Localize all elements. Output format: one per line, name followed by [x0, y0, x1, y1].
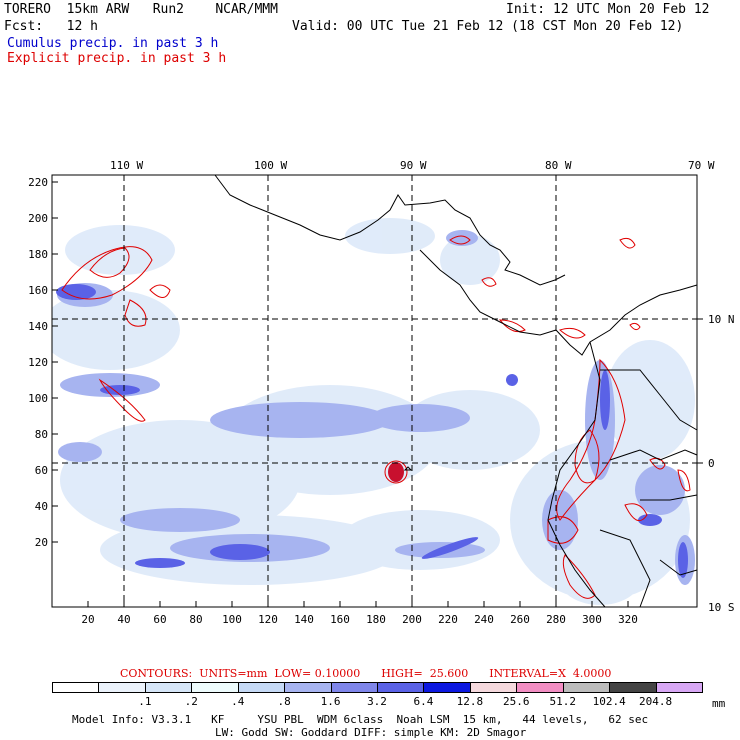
colorbar-label: 25.6	[503, 695, 530, 708]
axis-ticks	[52, 181, 703, 607]
coastlines	[214, 174, 698, 608]
x-tick-label: 320	[618, 613, 638, 626]
x-tick-label: 300	[582, 613, 602, 626]
colorbar-unit: mm	[712, 697, 726, 710]
y-tick-label: 80	[34, 428, 48, 441]
heavy-precip-areas	[56, 284, 688, 578]
lon-label-80w: 80 W	[545, 159, 572, 172]
legend-explicit: Explicit precip. in past 3 h	[7, 51, 227, 66]
x-tick-label: 80	[189, 613, 203, 626]
y-tick-label: 100	[28, 392, 48, 405]
physics-info: LW: Godd SW: Goddard DIFF: simple KM: 2D…	[215, 726, 527, 739]
colorbar-label: .1	[138, 695, 152, 708]
y-tick-label: 180	[28, 248, 48, 261]
x-tick-label: 200	[402, 613, 422, 626]
colorbar-swatch	[98, 682, 146, 693]
map-frame	[51, 174, 698, 608]
x-tick-label: 60	[153, 613, 167, 626]
x-tick-label: 40	[117, 613, 131, 626]
x-tick-label: 100	[222, 613, 242, 626]
colorbar-swatch	[516, 682, 564, 693]
colorbar-label: 1.6	[320, 695, 341, 708]
x-tick-label: 220	[438, 613, 458, 626]
legend-cumulus: Cumulus precip. in past 3 h	[7, 36, 219, 51]
colorbar-label: 6.4	[413, 695, 434, 708]
lat-label-10n: 10 N	[708, 313, 735, 326]
colorbar-swatch	[609, 682, 657, 693]
colorbar-swatch	[377, 682, 425, 693]
model-title: TORERO 15km ARW Run2 NCAR/MMM	[4, 2, 278, 17]
colorbar-swatch	[330, 682, 378, 693]
lon-label-110w: 110 W	[110, 159, 144, 172]
colorbar-swatch	[562, 682, 611, 693]
colorbar-swatch	[655, 682, 703, 693]
y-tick-label: 220	[28, 176, 48, 189]
colorbar-swatch	[191, 682, 239, 693]
colorbar-label: .8	[277, 695, 291, 708]
colorbar-label: .4	[231, 695, 245, 708]
colorbar-swatch	[469, 682, 518, 693]
y-tick-label: 160	[28, 284, 48, 297]
colorbar-swatch	[144, 682, 193, 693]
y-tick-label: 140	[28, 320, 48, 333]
lon-label-90w: 90 W	[400, 159, 427, 172]
galapagos-precip	[388, 462, 404, 482]
x-tick-label: 260	[510, 613, 530, 626]
colorbar-label: 204.8	[639, 695, 673, 708]
latlon-grid	[52, 175, 697, 607]
colorbar-swatch	[284, 682, 332, 693]
y-tick-label: 40	[34, 500, 48, 513]
colorbar-label: 3.2	[367, 695, 387, 708]
init-time: Init: 12 UTC Mon 20 Feb 12	[506, 2, 710, 17]
lat-label-0: 0	[708, 457, 715, 470]
lat-label-10s: 10 S	[708, 601, 735, 614]
model-info: Model Info: V3.3.1 KF YSU PBL WDM 6class…	[72, 713, 649, 726]
colorbar-label: .2	[184, 695, 198, 708]
y-tick-label: 60	[34, 464, 48, 477]
y-tick-label: 120	[28, 356, 48, 369]
colorbar-swatch	[237, 682, 286, 693]
colorbar-label: 12.8	[456, 695, 484, 708]
x-tick-label: 180	[366, 613, 386, 626]
colorbar-swatch	[52, 682, 100, 693]
x-tick-label: 20	[81, 613, 95, 626]
x-tick-label: 120	[258, 613, 278, 626]
lon-label-70w: 70 W	[688, 159, 715, 172]
contours-info: CONTOURS: UNITS=mm LOW= 0.10000 HIGH= 25…	[120, 667, 612, 680]
x-tick-label: 280	[546, 613, 566, 626]
lon-label-100w: 100 W	[254, 159, 288, 172]
x-tick-label: 160	[330, 613, 350, 626]
y-tick-label: 200	[28, 212, 48, 225]
x-tick-label: 140	[294, 613, 314, 626]
valid-time: Valid: 00 UTC Tue 21 Feb 12 (18 CST Mon …	[292, 19, 684, 34]
moderate-precip-areas	[57, 230, 695, 585]
colorbar-swatch	[423, 682, 471, 693]
colorbar-label: 102.4	[592, 695, 626, 708]
colorbar-label: 51.2	[549, 695, 576, 708]
x-tick-label: 240	[474, 613, 494, 626]
y-tick-label: 20	[34, 536, 48, 549]
forecast-hour: Fcst: 12 h	[4, 19, 98, 34]
precip-field	[52, 218, 695, 605]
